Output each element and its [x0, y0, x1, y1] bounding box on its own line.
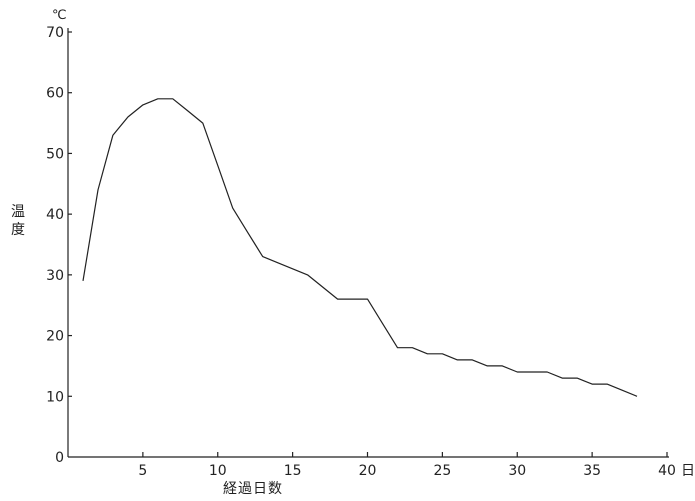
x-tick-label: 35	[583, 463, 601, 479]
x-axis-unit: 日	[681, 463, 695, 479]
y-tick-label: 70	[46, 25, 64, 41]
x-tick-label: 25	[433, 463, 451, 479]
y-axis-unit: ℃	[52, 8, 67, 23]
axes	[67, 28, 669, 458]
x-ticks: 5 10 15 20 25 30 35 40	[138, 452, 676, 479]
x-tick-label: 40	[658, 463, 676, 479]
x-tick-label: 5	[138, 463, 147, 479]
series-line-temperature	[82, 98, 638, 397]
x-axis-title: 経過日数	[223, 481, 283, 497]
y-tick-label: 20	[46, 329, 64, 345]
y-tick-label: 10	[46, 389, 64, 405]
y-tick-label: 0	[55, 450, 64, 466]
y-ticks: 0 10 20 30 40 50 60 70	[46, 25, 72, 466]
x-tick-label: 20	[359, 463, 377, 479]
y-tick-label: 40	[46, 207, 64, 223]
x-tick-label: 10	[209, 463, 227, 479]
y-tick-label: 30	[46, 268, 64, 284]
y-tick-label: 50	[46, 146, 64, 162]
y-tick-label: 60	[46, 86, 64, 102]
y-axis-title: 温度	[11, 204, 25, 238]
x-tick-label: 30	[508, 463, 526, 479]
x-tick-label: 15	[284, 463, 302, 479]
